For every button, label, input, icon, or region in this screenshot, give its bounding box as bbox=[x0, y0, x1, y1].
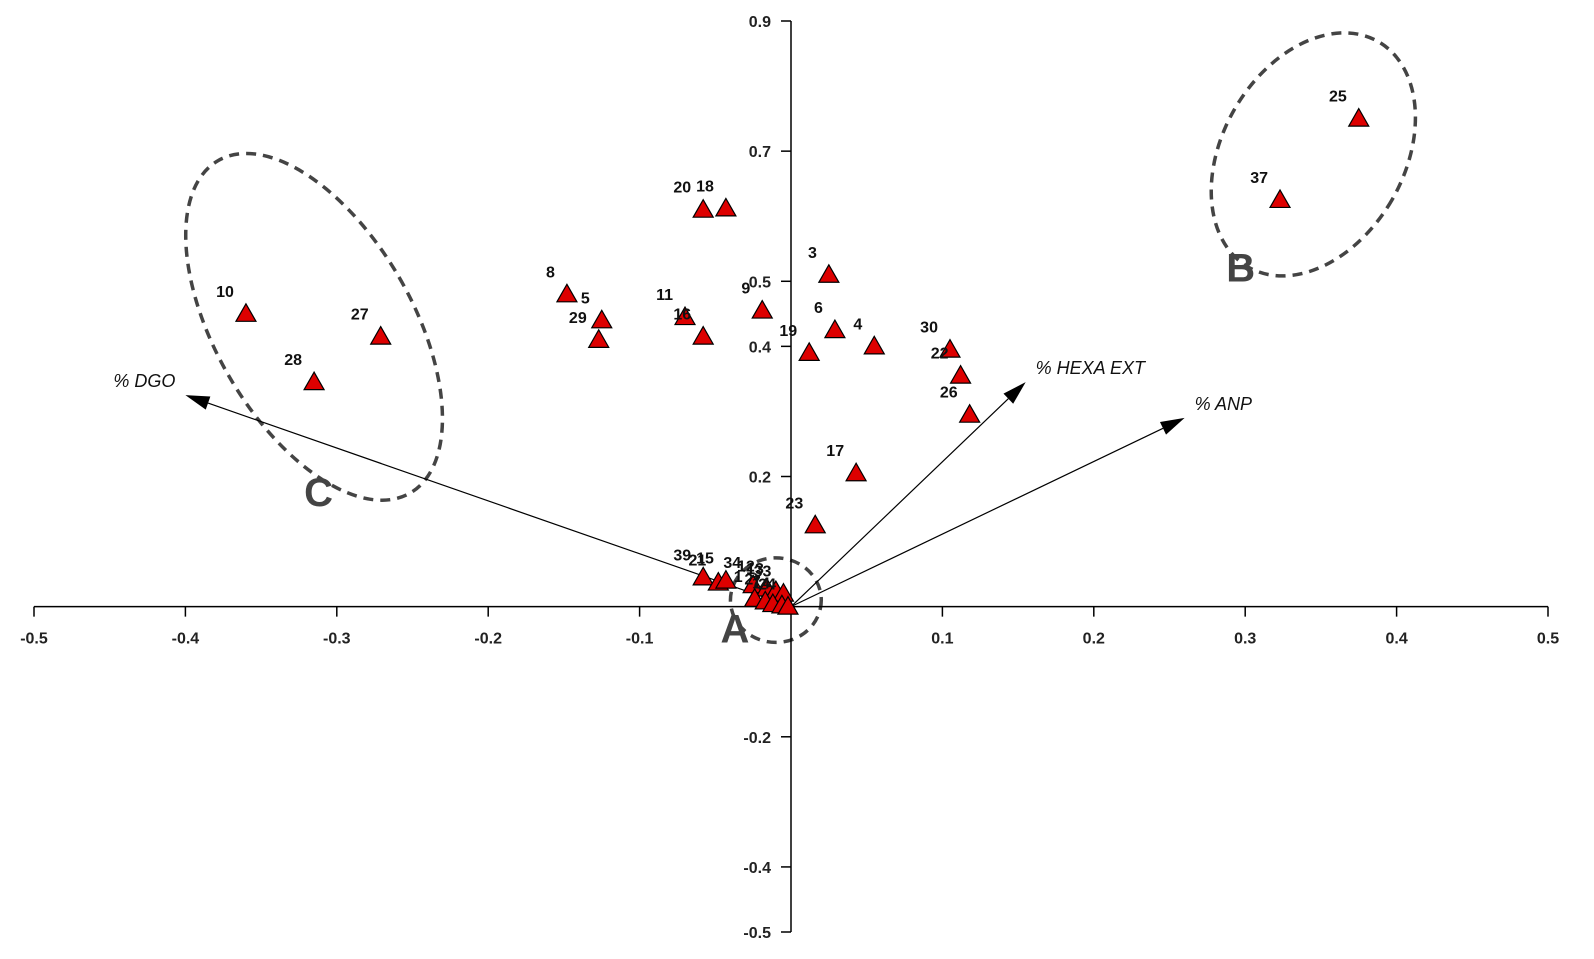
y-tick-label: -0.4 bbox=[743, 860, 771, 877]
point-marker-4 bbox=[863, 335, 886, 355]
x-tick-label: 0.3 bbox=[1234, 631, 1256, 648]
point-label-9: 9 bbox=[741, 281, 750, 298]
point-label-7: 7 bbox=[752, 574, 761, 591]
x-tick-label: 0.1 bbox=[931, 631, 953, 648]
point-marker-16 bbox=[692, 325, 715, 345]
point-marker-30 bbox=[938, 338, 962, 358]
point-label-24: 24 bbox=[758, 577, 776, 594]
x-tick-label: -0.2 bbox=[474, 631, 502, 648]
x-tick-label: -0.5 bbox=[20, 631, 48, 648]
point-label-6: 6 bbox=[814, 300, 823, 317]
y-tick-label: 0.5 bbox=[749, 274, 771, 291]
point-label-28: 28 bbox=[284, 352, 302, 369]
point-label-14: 14 bbox=[752, 575, 770, 592]
point-label-12: 12 bbox=[737, 558, 755, 575]
vector-arrowhead bbox=[1003, 382, 1026, 404]
y-tick-label: 0.4 bbox=[749, 339, 771, 356]
point-label-1: 1 bbox=[734, 569, 743, 586]
x-tick-label: -0.1 bbox=[626, 631, 654, 648]
point-marker-6 bbox=[823, 318, 846, 339]
point-label-15: 15 bbox=[696, 551, 714, 568]
x-tick-label: 0.2 bbox=[1083, 631, 1105, 648]
point-marker-27 bbox=[369, 325, 392, 345]
point-marker-11 bbox=[673, 305, 697, 326]
y-tick-label: -0.2 bbox=[743, 730, 771, 747]
data-points bbox=[234, 107, 1370, 615]
point-label-19: 19 bbox=[779, 323, 797, 340]
vector-label: % DGO bbox=[113, 371, 175, 391]
point-marker-23 bbox=[804, 514, 827, 534]
point-label-11: 11 bbox=[656, 287, 673, 304]
point-marker-22 bbox=[949, 364, 972, 384]
loading-vectors: % DGO % HEXA EXT % ANP bbox=[113, 358, 1252, 608]
point-label-17: 17 bbox=[826, 443, 844, 460]
point-marker-9 bbox=[751, 299, 774, 319]
y-tick-label: 0.9 bbox=[749, 14, 771, 31]
y-tick-label: 0.7 bbox=[749, 144, 771, 161]
x-tick-label: -0.4 bbox=[172, 631, 200, 648]
point-label-22: 22 bbox=[931, 346, 949, 363]
point-label-13: 13 bbox=[746, 561, 764, 578]
point-label-3: 3 bbox=[808, 245, 817, 262]
point-marker-17 bbox=[845, 462, 868, 482]
point-marker-18 bbox=[714, 197, 737, 217]
vector-label: % ANP bbox=[1195, 394, 1252, 414]
point-label-2: 2 bbox=[744, 571, 753, 588]
group-label-a: A bbox=[721, 607, 750, 651]
y-tick-label: 0.2 bbox=[749, 470, 771, 487]
point-label-23: 23 bbox=[785, 495, 803, 512]
point-marker-19 bbox=[798, 341, 821, 361]
point-marker-28 bbox=[303, 370, 326, 391]
x-tick-label: -0.3 bbox=[323, 631, 351, 648]
point-marker-29 bbox=[587, 328, 610, 348]
vector-arrowhead bbox=[185, 395, 211, 410]
vector-line bbox=[790, 398, 1009, 608]
group-ellipse-c bbox=[183, 151, 445, 502]
point-marker-5 bbox=[590, 309, 613, 329]
point-marker-25 bbox=[1347, 107, 1370, 127]
point-label-37: 37 bbox=[1250, 170, 1268, 187]
point-marker-3 bbox=[817, 263, 840, 283]
point-label-4: 4 bbox=[853, 316, 862, 333]
point-label-33: 33 bbox=[754, 564, 772, 581]
point-label-39: 39 bbox=[673, 547, 691, 564]
group-label-b: B bbox=[1226, 246, 1255, 290]
point-label-18: 18 bbox=[696, 178, 714, 195]
point-marker-8 bbox=[555, 283, 578, 303]
vector-label: % HEXA EXT bbox=[1036, 358, 1147, 378]
point-marker-10 bbox=[234, 302, 257, 322]
vector-line bbox=[207, 402, 792, 608]
y-tick-label: -0.5 bbox=[743, 925, 771, 942]
vector-arrowhead bbox=[1159, 417, 1185, 435]
x-tick-label: 0.5 bbox=[1537, 631, 1559, 648]
group-label-c: C bbox=[304, 471, 333, 515]
point-label-30: 30 bbox=[920, 320, 938, 337]
group-ellipses: A B C bbox=[183, 31, 1418, 651]
vector-line bbox=[790, 427, 1164, 608]
point-label-20: 20 bbox=[673, 180, 691, 197]
group-ellipse-a bbox=[728, 556, 824, 645]
point-label-5: 5 bbox=[581, 290, 590, 307]
x-tick-label: 0.4 bbox=[1385, 631, 1407, 648]
point-label-10: 10 bbox=[216, 284, 234, 301]
point-label-27: 27 bbox=[351, 307, 369, 324]
point-marker-24 bbox=[776, 595, 800, 615]
point-label-34: 34 bbox=[723, 555, 741, 572]
point-label-26: 26 bbox=[940, 385, 958, 402]
point-marker-15 bbox=[714, 569, 737, 589]
point-marker-39 bbox=[692, 566, 715, 586]
point-marker-37 bbox=[1268, 188, 1292, 209]
point-marker-26 bbox=[958, 403, 981, 423]
point-marker-20 bbox=[692, 198, 715, 218]
point-label-21: 21 bbox=[689, 553, 707, 570]
point-label-25: 25 bbox=[1329, 89, 1347, 106]
point-label-16: 16 bbox=[673, 307, 691, 324]
point-label-8: 8 bbox=[546, 264, 555, 281]
point-label-29: 29 bbox=[569, 310, 587, 327]
group-ellipse-b bbox=[1209, 31, 1418, 278]
